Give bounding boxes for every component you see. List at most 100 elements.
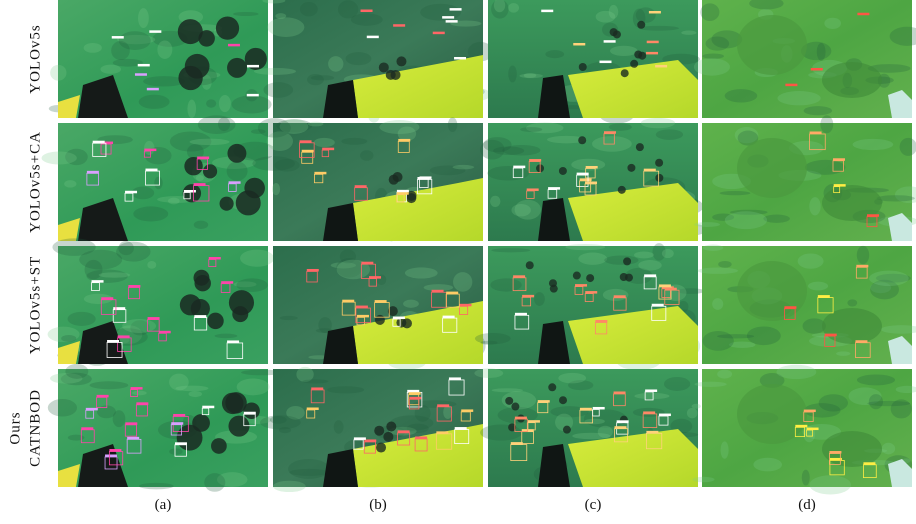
urchin bbox=[655, 174, 663, 182]
label-tag bbox=[135, 73, 147, 76]
label-tag bbox=[442, 16, 454, 19]
label-tag bbox=[147, 88, 159, 91]
texture bbox=[720, 191, 751, 195]
texture bbox=[157, 40, 172, 59]
texture bbox=[338, 0, 358, 18]
texture bbox=[334, 420, 344, 433]
texture bbox=[804, 106, 832, 115]
texture bbox=[100, 65, 121, 74]
urchin bbox=[637, 21, 645, 29]
dark-block bbox=[323, 203, 358, 241]
texture bbox=[474, 368, 503, 378]
urchin bbox=[391, 70, 401, 80]
texture bbox=[490, 196, 500, 207]
image-panel bbox=[49, 0, 272, 118]
texture bbox=[346, 52, 372, 65]
dark-block bbox=[323, 449, 358, 487]
urchin bbox=[220, 197, 234, 211]
texture bbox=[263, 82, 293, 98]
row-label: YOLOv5s+CA bbox=[27, 131, 43, 233]
urchin bbox=[623, 257, 631, 265]
texture bbox=[697, 268, 738, 274]
texture bbox=[187, 100, 196, 118]
urchin bbox=[655, 159, 663, 167]
urchin bbox=[232, 306, 248, 322]
texture bbox=[572, 433, 610, 440]
urchin bbox=[222, 393, 244, 415]
urchin bbox=[227, 58, 247, 78]
rock bbox=[737, 15, 807, 75]
urchin bbox=[203, 164, 217, 178]
texture bbox=[390, 415, 433, 430]
texture bbox=[802, 470, 810, 486]
texture bbox=[725, 211, 767, 229]
texture bbox=[508, 3, 519, 13]
urchin bbox=[621, 69, 629, 77]
urchin bbox=[389, 175, 399, 185]
texture bbox=[215, 334, 238, 338]
urchin bbox=[396, 56, 406, 66]
urchin bbox=[630, 60, 638, 68]
label-tag bbox=[446, 20, 458, 23]
texture bbox=[42, 152, 77, 165]
texture bbox=[490, 278, 521, 291]
texture bbox=[233, 12, 259, 16]
texture bbox=[273, 481, 306, 492]
urchin bbox=[402, 318, 412, 328]
texture bbox=[692, 477, 714, 482]
texture bbox=[703, 331, 734, 351]
label-tag bbox=[541, 10, 553, 13]
urchin bbox=[636, 143, 644, 151]
label-tag bbox=[393, 24, 405, 27]
texture bbox=[721, 441, 729, 458]
label-tag bbox=[649, 11, 661, 14]
urchin bbox=[627, 164, 635, 172]
urchin bbox=[194, 275, 210, 291]
texture bbox=[144, 141, 154, 155]
texture bbox=[328, 56, 343, 72]
label-tag bbox=[247, 94, 259, 97]
row-label: Ours bbox=[7, 411, 23, 444]
texture bbox=[882, 443, 895, 455]
urchin bbox=[386, 421, 396, 431]
label-tag bbox=[228, 44, 240, 47]
texture bbox=[718, 261, 731, 268]
texture bbox=[176, 386, 209, 392]
image-panel bbox=[42, 115, 276, 241]
image-panel bbox=[48, 364, 282, 492]
texture bbox=[584, 409, 627, 427]
urchin bbox=[228, 416, 249, 437]
texture bbox=[776, 365, 816, 379]
texture bbox=[90, 381, 129, 389]
texture bbox=[694, 222, 720, 227]
texture bbox=[169, 448, 182, 455]
urchin bbox=[379, 62, 389, 72]
texture bbox=[809, 197, 820, 215]
urchin bbox=[559, 396, 567, 404]
texture bbox=[288, 459, 329, 479]
texture bbox=[508, 65, 517, 82]
texture bbox=[118, 241, 134, 255]
row-label: CATNBOD bbox=[27, 389, 43, 467]
texture bbox=[84, 43, 102, 53]
urchin bbox=[573, 272, 581, 280]
texture bbox=[132, 391, 147, 396]
texture bbox=[634, 252, 654, 259]
texture bbox=[753, 458, 782, 472]
column-label: (c) bbox=[585, 497, 602, 513]
texture bbox=[534, 292, 545, 306]
rock bbox=[822, 62, 882, 98]
image-panel bbox=[254, 0, 493, 123]
texture bbox=[847, 299, 857, 306]
texture bbox=[218, 117, 230, 131]
rock bbox=[822, 308, 882, 344]
texture bbox=[712, 298, 723, 310]
texture bbox=[820, 115, 833, 133]
texture bbox=[596, 11, 616, 23]
texture bbox=[307, 74, 324, 85]
texture bbox=[139, 95, 170, 109]
urchin bbox=[227, 144, 246, 163]
texture bbox=[48, 399, 77, 417]
image-panel bbox=[475, 243, 705, 370]
texture bbox=[481, 341, 498, 345]
